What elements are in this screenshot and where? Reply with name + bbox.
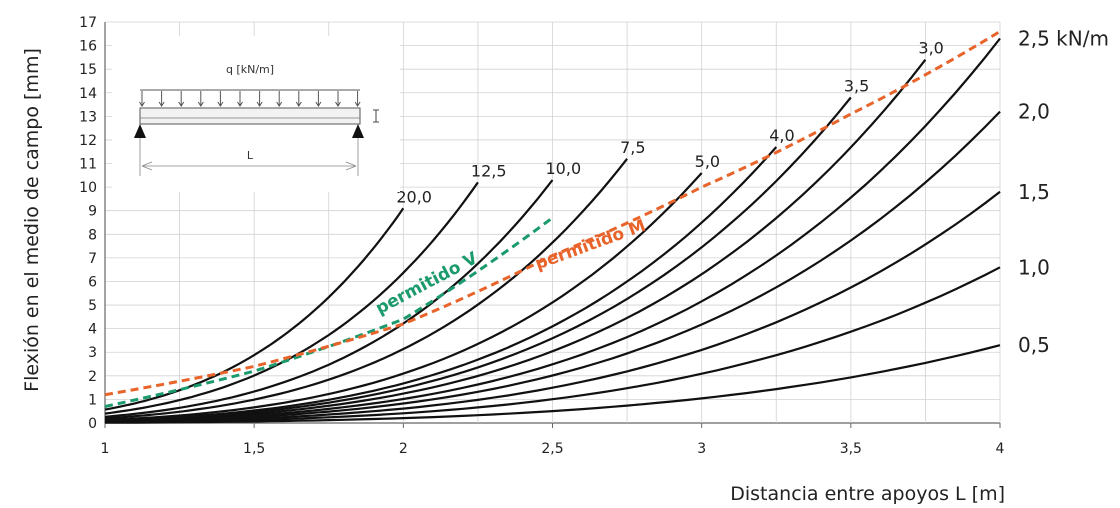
inset-load-arrow: [315, 91, 322, 107]
series-label-top: 10,0: [546, 159, 582, 178]
inset-load-arrow: [158, 91, 165, 107]
series-label-top: 7,5: [620, 138, 645, 157]
series-line-200: [104, 207, 405, 411]
inset-load-arrow: [217, 91, 224, 107]
inset-load-arrow: [354, 91, 361, 107]
x-tick-label: 2: [399, 441, 408, 457]
series-line-75: [104, 158, 628, 420]
x-axis-ticks: 1 1,5 2 2,5 3 3,5 4: [101, 423, 1005, 457]
limit-line-m: [104, 30, 1001, 397]
deflection-curves: [104, 37, 1001, 424]
y-tick-label: 9: [88, 204, 97, 220]
series-line-15: [104, 190, 1001, 424]
x-tick-label: 1: [101, 441, 110, 457]
y-tick-label: 11: [79, 157, 97, 173]
limit-label-v: permitido V: [372, 248, 481, 319]
inset-right-support: [352, 124, 364, 138]
series-label-right: 2,5 kN/m: [1018, 27, 1109, 51]
series-line-100: [104, 179, 554, 418]
inset-load-arrow: [178, 91, 185, 107]
y-tick-label: 15: [79, 62, 97, 78]
inset-section-icon: [373, 109, 379, 123]
series-label-right: 1,5: [1018, 180, 1050, 204]
inset-span-arrow-right: [345, 161, 357, 171]
series-line-50: [104, 172, 703, 421]
inset-beam: [139, 107, 361, 125]
y-tick-label: 13: [79, 109, 97, 125]
curve-labels: 0,5 1,0 1,5 2,0 2,5 kN/m 3,0 3,5 4,0 5,0 7,5 10,0 1…: [396, 27, 1109, 358]
y-tick-label: 4: [88, 322, 97, 338]
series-line-35: [104, 96, 852, 422]
x-tick-label: 4: [996, 441, 1005, 457]
y-tick-label: 3: [88, 345, 97, 361]
inset-load-arrows: [139, 91, 361, 107]
series-label-right: 1,0: [1018, 255, 1050, 279]
inset-load-arrow: [276, 91, 283, 107]
inset-left-support: [134, 124, 146, 138]
y-tick-label: 1: [88, 392, 97, 408]
inset-load-arrow: [335, 91, 341, 107]
series-label-top: 4,0: [769, 126, 794, 145]
inset-load-arrow: [295, 91, 302, 107]
inset-span-arrow-left: [141, 161, 153, 171]
series-line-125: [104, 181, 479, 415]
series-label-right: 0,5: [1018, 333, 1050, 357]
y-tick-label: 10: [79, 180, 97, 196]
y-tick-label: 17: [79, 15, 97, 31]
x-axis-title: Distancia entre apoyos L [m]: [730, 483, 1005, 505]
x-tick-label: 3: [697, 441, 706, 457]
series-label-right: 2,0: [1018, 100, 1050, 124]
series-line-30: [104, 59, 927, 423]
series-label-top: 20,0: [396, 187, 432, 206]
x-tick-label: 1,5: [243, 441, 265, 457]
x-tick-label: 2,5: [541, 441, 563, 457]
inset-span-label: L: [247, 149, 254, 162]
y-axis-title: Flexión en el medio de campo [mm]: [21, 48, 43, 392]
y-tick-label: 8: [88, 227, 97, 243]
inset-load-arrow: [139, 91, 145, 107]
y-tick-label: 2: [88, 369, 97, 385]
series-label-top: 5,0: [695, 152, 720, 171]
series-line-10: [104, 266, 1001, 424]
y-tick-label: 16: [79, 39, 97, 55]
series-label-top: 3,5: [844, 76, 869, 95]
y-tick-label: 6: [88, 274, 97, 290]
beam-diagram-inset: q [kN/m] L: [112, 36, 400, 192]
series-line-20: [104, 110, 1001, 423]
y-tick-label: 7: [88, 251, 97, 267]
y-tick-label: 12: [79, 133, 97, 149]
y-tick-label: 14: [79, 86, 97, 102]
inset-load-label: q [kN/m]: [226, 63, 274, 76]
x-tick-label: 3,5: [840, 441, 862, 457]
inset-load-arrow: [237, 91, 243, 107]
inset-load-arrow: [197, 91, 204, 107]
inset-load-arrow: [256, 91, 263, 107]
series-line-25kNm: [104, 37, 1001, 423]
series-label-top: 3,0: [918, 39, 943, 58]
series-line-05: [104, 344, 1001, 424]
series-label-top: 12,5: [471, 161, 507, 180]
y-tick-label: 5: [88, 298, 97, 314]
series-line-40: [104, 146, 778, 422]
y-tick-label: 0: [88, 416, 97, 432]
